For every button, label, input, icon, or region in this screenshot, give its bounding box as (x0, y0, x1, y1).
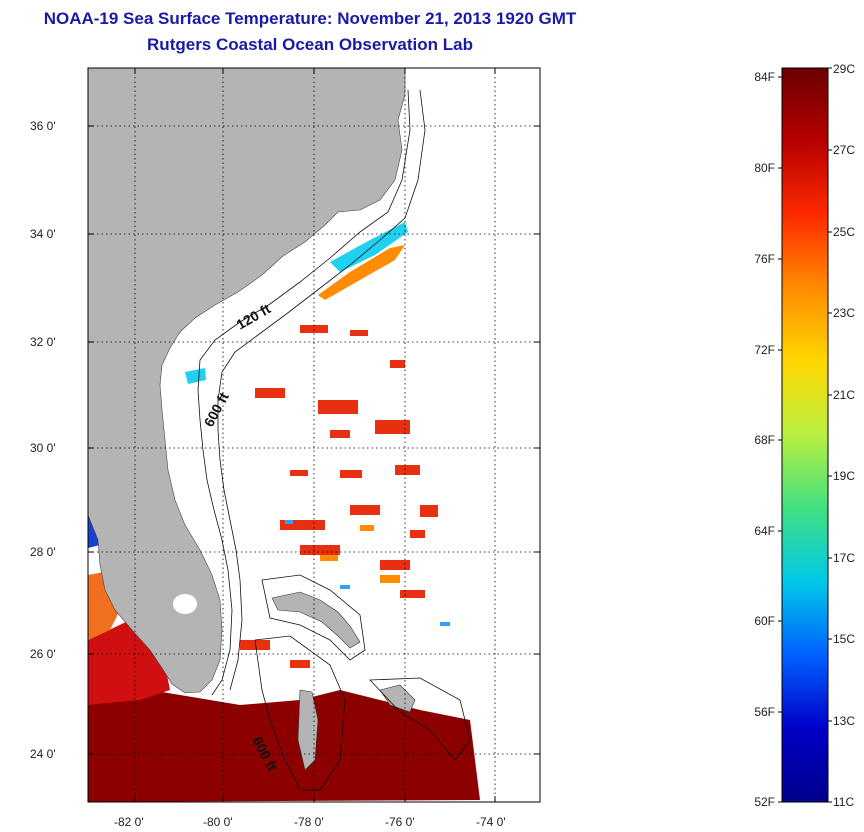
sst-patch-south-dark (88, 690, 480, 802)
colorbar-c-21: 21C (833, 388, 855, 402)
land-bahamas-grand (271, 591, 361, 649)
lat-label-26: 26 0' (30, 647, 56, 661)
map-subtitle: Rutgers Coastal Ocean Observation Lab (147, 35, 473, 54)
colorbar-c-13: 13C (833, 714, 855, 728)
contour-600ft (217, 89, 426, 691)
graticule (88, 68, 540, 802)
lat-label-36: 36 0' (30, 119, 56, 133)
lake-okeechobee (173, 594, 197, 614)
lat-label-28: 28 0' (30, 545, 56, 559)
title-block: NOAA-19 Sea Surface Temperature: Novembe… (0, 6, 620, 58)
colorbar-c-23: 23C (833, 306, 855, 320)
colorbar-f-84: 84F (754, 70, 775, 84)
land-bahamas-small (379, 684, 416, 713)
colorbar-f-52: 52F (754, 795, 775, 809)
colorbar-f-68: 68F (754, 433, 775, 447)
contour-bahamas-3 (369, 677, 471, 761)
colorbar-c-17: 17C (833, 551, 855, 565)
land-bahamas-andros (297, 689, 319, 771)
colorbar-f-64: 64F (754, 524, 775, 538)
sst-patch-nc-orange (318, 245, 405, 300)
colorbar-ticks (778, 67, 832, 803)
sst-patch-nc-cyan (330, 222, 408, 272)
lat-label-32: 32 0' (30, 335, 56, 349)
colorbar-f-60: 60F (754, 614, 775, 628)
colorbar-c-29: 29C (833, 62, 855, 76)
colorbar-c-11: 11C (833, 795, 854, 809)
colorbar (781, 67, 829, 803)
sst-blue-patches (285, 520, 450, 626)
sst-patch-ga-cyan (185, 368, 206, 384)
colorbar-f-56: 56F (754, 705, 775, 719)
map-plot-area (88, 68, 540, 802)
colorbar-f-80: 80F (754, 161, 775, 175)
sst-scatter-patches (240, 325, 438, 668)
sst-orange-patches (320, 525, 400, 583)
lon-label-76: -76 0' (385, 815, 415, 829)
contour-bahamas-1 (261, 574, 366, 661)
colorbar-c-15: 15C (833, 632, 855, 646)
lat-label-24: 24 0' (30, 747, 56, 761)
tick-marks (88, 68, 540, 802)
land-us-coast (88, 68, 406, 694)
colorbar-c-19: 19C (833, 469, 855, 483)
contour-bahamas-2 (254, 635, 346, 791)
lon-label-78: -78 0' (294, 815, 324, 829)
colorbar-f-72: 72F (754, 343, 775, 357)
colorbar-c-27: 27C (833, 143, 855, 157)
lat-label-34: 34 0' (30, 227, 56, 241)
lon-label-74: -74 0' (476, 815, 506, 829)
lon-label-80: -80 0' (203, 815, 233, 829)
bathymetry-contours (197, 89, 471, 791)
colorbar-f-76: 76F (754, 252, 775, 266)
lat-label-30: 30 0' (30, 441, 56, 455)
lon-label-82: -82 0' (114, 815, 144, 829)
contour-120ft (197, 89, 411, 696)
map-title: NOAA-19 Sea Surface Temperature: Novembe… (43, 9, 577, 28)
colorbar-c-25: 25C (833, 225, 855, 239)
